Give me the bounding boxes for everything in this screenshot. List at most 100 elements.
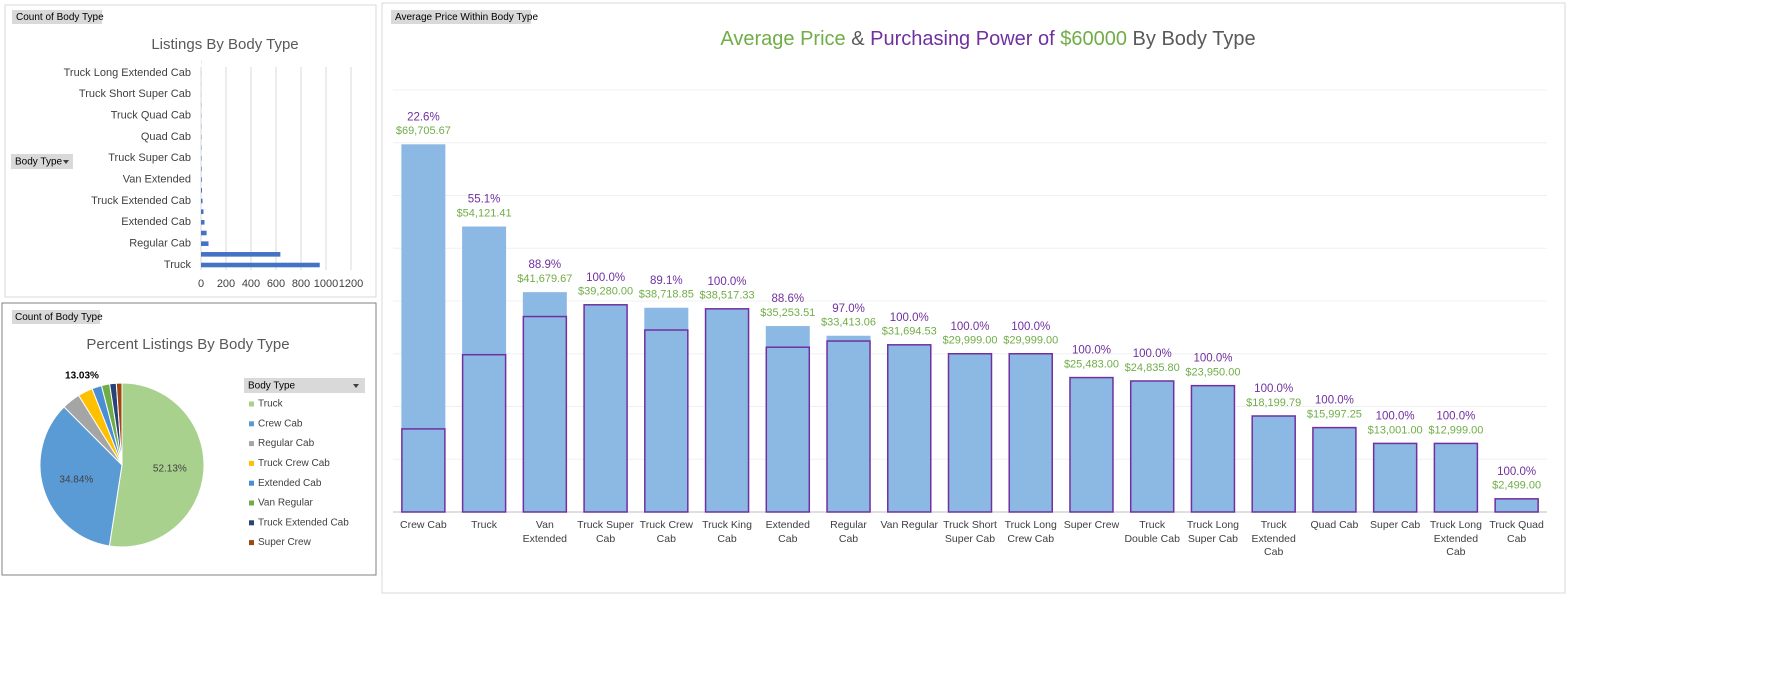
x-tick-label: Truck Long Super Cab <box>1186 519 1239 545</box>
x-tick-label: 600 <box>267 278 285 290</box>
x-tick-label: Truck Long Crew Cab <box>1004 519 1057 545</box>
y-tick-label: Truck Quad Cab <box>111 110 191 122</box>
field-button[interactable] <box>12 310 100 324</box>
legend-swatch <box>249 401 254 407</box>
price-label: $12,999.00 <box>1428 424 1483 436</box>
power-bar <box>887 344 932 513</box>
power-bar <box>583 304 628 513</box>
legend-swatch <box>249 520 254 526</box>
y-tick-label: Truck Extended Cab <box>91 195 191 207</box>
percent-label: 55.1% <box>468 194 501 206</box>
x-tick-label: Crew Cab <box>400 519 447 531</box>
price-label: $41,679.67 <box>517 273 572 285</box>
x-tick-label: Quad Cab <box>1310 519 1359 531</box>
power-bar <box>401 428 446 513</box>
panel <box>381 2 1566 594</box>
x-tick-label: 200 <box>217 278 235 290</box>
x-tick-label: 1000 <box>314 278 338 290</box>
legend-label: Truck <box>258 399 284 410</box>
percent-label: 100.0% <box>1436 410 1475 422</box>
legend-label: Truck Extended Cab <box>258 517 349 528</box>
chart-title: Percent Listings By Body Type <box>86 336 289 353</box>
bar <box>201 220 205 225</box>
x-tick-label: Truck Crew Cab <box>639 519 693 545</box>
legend-swatch <box>249 460 254 466</box>
power-bar <box>522 315 568 513</box>
panel <box>4 4 377 298</box>
chart-title: Listings By Body Type <box>151 36 298 53</box>
power-bar <box>947 353 993 513</box>
legend-swatch <box>249 480 254 486</box>
price-label: $29,999.00 <box>1003 335 1058 347</box>
y-tick-label: Truck Super Cab <box>108 152 191 164</box>
x-tick-label: Van Regular <box>880 519 939 531</box>
percent-label: 100.0% <box>1193 353 1232 365</box>
price-label: $23,950.00 <box>1185 367 1240 379</box>
pie-annotation: 13.03% <box>65 371 99 382</box>
x-tick-label: Van Extended <box>522 519 568 545</box>
price-label: $35,253.51 <box>760 307 815 319</box>
legend-label: Crew Cab <box>258 418 303 429</box>
pie-slice <box>115 382 123 466</box>
field-button[interactable] <box>12 10 102 24</box>
filter-button-label: Body Type <box>248 381 296 392</box>
y-tick-label: Regular Cab <box>129 238 191 250</box>
price-label: $38,718.85 <box>639 289 694 301</box>
power-bar <box>1372 442 1418 513</box>
legend-label: Truck Crew Cab <box>258 458 330 469</box>
percent-label: 100.0% <box>586 272 625 284</box>
y-tick-label: Van Extended <box>123 174 191 186</box>
percent-label: 100.0% <box>1072 345 1111 357</box>
power-bar <box>1069 376 1114 513</box>
percent-label: 100.0% <box>1011 321 1050 333</box>
percent-label: 100.0% <box>1376 410 1415 422</box>
x-tick-label: Truck <box>471 519 498 531</box>
percent-label: 22.6% <box>407 111 440 123</box>
x-tick-label: 400 <box>242 278 260 290</box>
power-bar <box>1312 426 1357 513</box>
bar <box>201 177 202 182</box>
field-button-label: Average Price Within Body Type <box>395 12 538 23</box>
x-tick-label: Truck Double Cab <box>1124 519 1180 545</box>
bar <box>201 230 207 236</box>
percent-label: 88.6% <box>771 293 804 305</box>
x-tick-label: Truck Quad Cab <box>1489 519 1544 545</box>
percent-label: 100.0% <box>708 276 747 288</box>
bar <box>201 156 202 161</box>
power-bar <box>644 329 689 513</box>
data-label: 52.13% <box>153 463 187 474</box>
power-bar <box>826 340 871 513</box>
y-tick-label: Truck Long Extended Cab <box>64 67 191 79</box>
power-bar <box>461 353 507 513</box>
bar <box>201 209 204 214</box>
x-tick-label: 0 <box>198 278 204 290</box>
price-label: $15,997.25 <box>1307 409 1362 421</box>
price-label: $25,483.00 <box>1064 358 1119 370</box>
power-bar <box>1129 380 1175 513</box>
field-button[interactable] <box>391 10 531 24</box>
percent-label: 100.0% <box>1315 395 1354 407</box>
bar <box>201 262 320 268</box>
legend-swatch <box>249 421 254 427</box>
filter-button[interactable] <box>244 378 365 393</box>
legend-label: Extended Cab <box>258 478 322 489</box>
power-bar <box>1494 498 1539 513</box>
dropdown-arrow <box>353 384 359 388</box>
x-tick-label: Truck Super Cab <box>577 519 634 545</box>
y-tick-label: Truck Short Super Cab <box>79 88 191 100</box>
price-label: $24,835.80 <box>1125 362 1180 374</box>
x-tick-label: Regular Cab <box>830 519 867 545</box>
x-tick-label: 1200 <box>339 278 363 290</box>
filter-button-label: Body Type <box>15 157 63 168</box>
pie-slice <box>39 406 123 547</box>
title-part: Purchasing Power of <box>870 28 1055 50</box>
percent-label: 100.0% <box>1254 383 1293 395</box>
x-tick-label: Truck Short Super Cab <box>943 519 997 545</box>
title-part: $60000 <box>1060 28 1127 50</box>
percent-label: 97.0% <box>832 303 865 315</box>
power-bar <box>704 308 750 513</box>
legend-swatch <box>249 540 254 546</box>
filter-button[interactable] <box>11 154 73 169</box>
